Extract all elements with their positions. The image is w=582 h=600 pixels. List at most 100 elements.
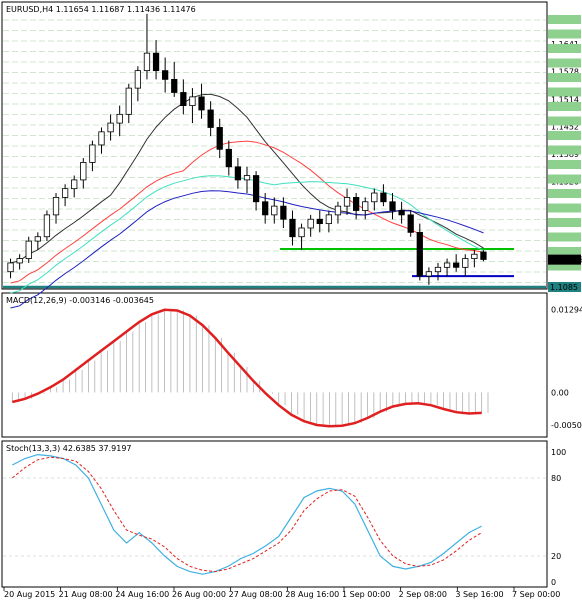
x-axis-label: 28 Aug 16:00 bbox=[285, 590, 339, 599]
candle-body bbox=[343, 196, 351, 207]
candle-body bbox=[171, 78, 178, 93]
candle-body bbox=[234, 166, 242, 181]
candle-body bbox=[134, 70, 141, 89]
ma-fast-line bbox=[10, 140, 484, 284]
price-axis-marker bbox=[548, 145, 581, 155]
candle-body bbox=[43, 214, 51, 238]
candle-body bbox=[298, 227, 305, 238]
candle-body bbox=[162, 70, 169, 80]
stoch-axis-label: 20 bbox=[551, 552, 561, 561]
candle-body bbox=[216, 127, 223, 150]
price-axis-marker bbox=[548, 102, 581, 111]
x-axis-label: 1 Sep 00:00 bbox=[342, 590, 390, 599]
candle-body bbox=[325, 214, 332, 225]
candle-body bbox=[316, 218, 323, 225]
candle-body bbox=[152, 52, 160, 72]
x-axis-label: 7 Sep 00:00 bbox=[512, 590, 560, 599]
macd-axis-label: -0.00506 bbox=[551, 421, 582, 430]
candle-body bbox=[52, 196, 60, 216]
price-axis-marker bbox=[548, 174, 581, 184]
support-price-label: 1.1085 bbox=[550, 283, 578, 292]
price-axis-marker bbox=[548, 116, 581, 126]
candle-body bbox=[434, 266, 442, 273]
price-axis-marker bbox=[548, 247, 581, 256]
price-axis-marker bbox=[548, 160, 581, 169]
support-price-marker bbox=[548, 282, 581, 292]
candle-body bbox=[353, 196, 360, 211]
stoch-axis-label: 0 bbox=[551, 578, 556, 587]
candle-body bbox=[180, 92, 187, 107]
candles bbox=[7, 13, 487, 285]
candle-body bbox=[262, 201, 269, 216]
candle-body bbox=[125, 87, 132, 115]
axis-labels: 1.16411.15781.15141.14521.13891.13261.12… bbox=[3, 15, 582, 599]
price-axis-label: 1.1514 bbox=[551, 95, 579, 104]
candle-body bbox=[307, 218, 314, 229]
candle-body bbox=[280, 205, 287, 220]
price-axis-marker bbox=[548, 87, 581, 97]
price-axis-marker bbox=[548, 203, 581, 213]
candle-body bbox=[207, 109, 214, 128]
candle-body bbox=[143, 52, 151, 72]
candle-body bbox=[362, 201, 369, 211]
current-price-label: 1.11476 bbox=[550, 256, 582, 265]
x-axis-label: 20 Aug 2015 bbox=[4, 590, 55, 599]
candle-body bbox=[189, 96, 196, 107]
candle-body bbox=[471, 253, 478, 259]
candle-body bbox=[443, 262, 451, 268]
current-price-marker bbox=[548, 254, 581, 265]
candle-body bbox=[389, 201, 396, 211]
candle-body bbox=[98, 131, 105, 146]
macd-axis-label: 0.00 bbox=[551, 388, 569, 397]
candle-body bbox=[107, 122, 114, 133]
x-axis-label: 24 Aug 16:00 bbox=[115, 590, 169, 599]
candle-body bbox=[380, 192, 387, 203]
x-axis-label: 26 Aug 00:00 bbox=[172, 590, 226, 599]
stoch-series bbox=[3, 453, 546, 575]
price-axis-marker bbox=[548, 44, 581, 53]
price-axis-marker bbox=[548, 58, 581, 68]
candle-body bbox=[16, 258, 23, 264]
macd-header: MACD(12,26,9) -0.003146 -0.003645 bbox=[6, 296, 154, 305]
x-axis-label: 2 Sep 08:00 bbox=[399, 590, 447, 599]
stoch-axis-label: 100 bbox=[551, 448, 566, 457]
candle-body bbox=[225, 148, 232, 168]
price-axis-marker bbox=[548, 73, 581, 82]
stoch-panel-frame bbox=[1, 440, 548, 588]
candle-body bbox=[271, 205, 278, 216]
candle-body bbox=[480, 251, 487, 260]
price-axis-marker bbox=[548, 29, 581, 39]
candle-body bbox=[61, 188, 69, 198]
price-axis-label: 1.1578 bbox=[551, 68, 579, 77]
stoch-main-line bbox=[12, 453, 482, 575]
candle-body bbox=[25, 240, 32, 259]
x-axis-label: 21 Aug 08:00 bbox=[59, 590, 113, 599]
x-axis-label: 27 Aug 08:00 bbox=[229, 590, 283, 599]
macd-axis-label: 0.012943 bbox=[551, 306, 582, 315]
candle-body bbox=[116, 113, 123, 124]
stoch-signal-line bbox=[11, 456, 482, 573]
candle-body bbox=[425, 271, 433, 277]
candle-body bbox=[198, 96, 205, 111]
candle-body bbox=[289, 218, 296, 238]
candle-body bbox=[462, 258, 469, 268]
stoch-header: Stoch(13,3,3) 42.6385 37.9197 bbox=[6, 444, 132, 453]
candle-body bbox=[243, 175, 251, 181]
candle-body bbox=[416, 231, 423, 277]
price-axis-marker bbox=[548, 15, 581, 24]
candle-body bbox=[407, 214, 414, 233]
macd-series bbox=[11, 308, 489, 428]
candle-body bbox=[398, 210, 405, 216]
price-axis-marker bbox=[548, 218, 581, 227]
candle-body bbox=[252, 175, 260, 203]
price-axis-marker bbox=[548, 189, 581, 198]
candle-body bbox=[371, 192, 378, 203]
candle-body bbox=[80, 162, 87, 181]
stoch-axis-label: 80 bbox=[551, 474, 561, 483]
grid-layer bbox=[3, 19, 546, 283]
candle-body bbox=[334, 205, 342, 216]
price-header: EURUSD,H4 1.11654 1.11687 1.11436 1.1147… bbox=[6, 5, 196, 14]
candle-body bbox=[7, 262, 14, 273]
